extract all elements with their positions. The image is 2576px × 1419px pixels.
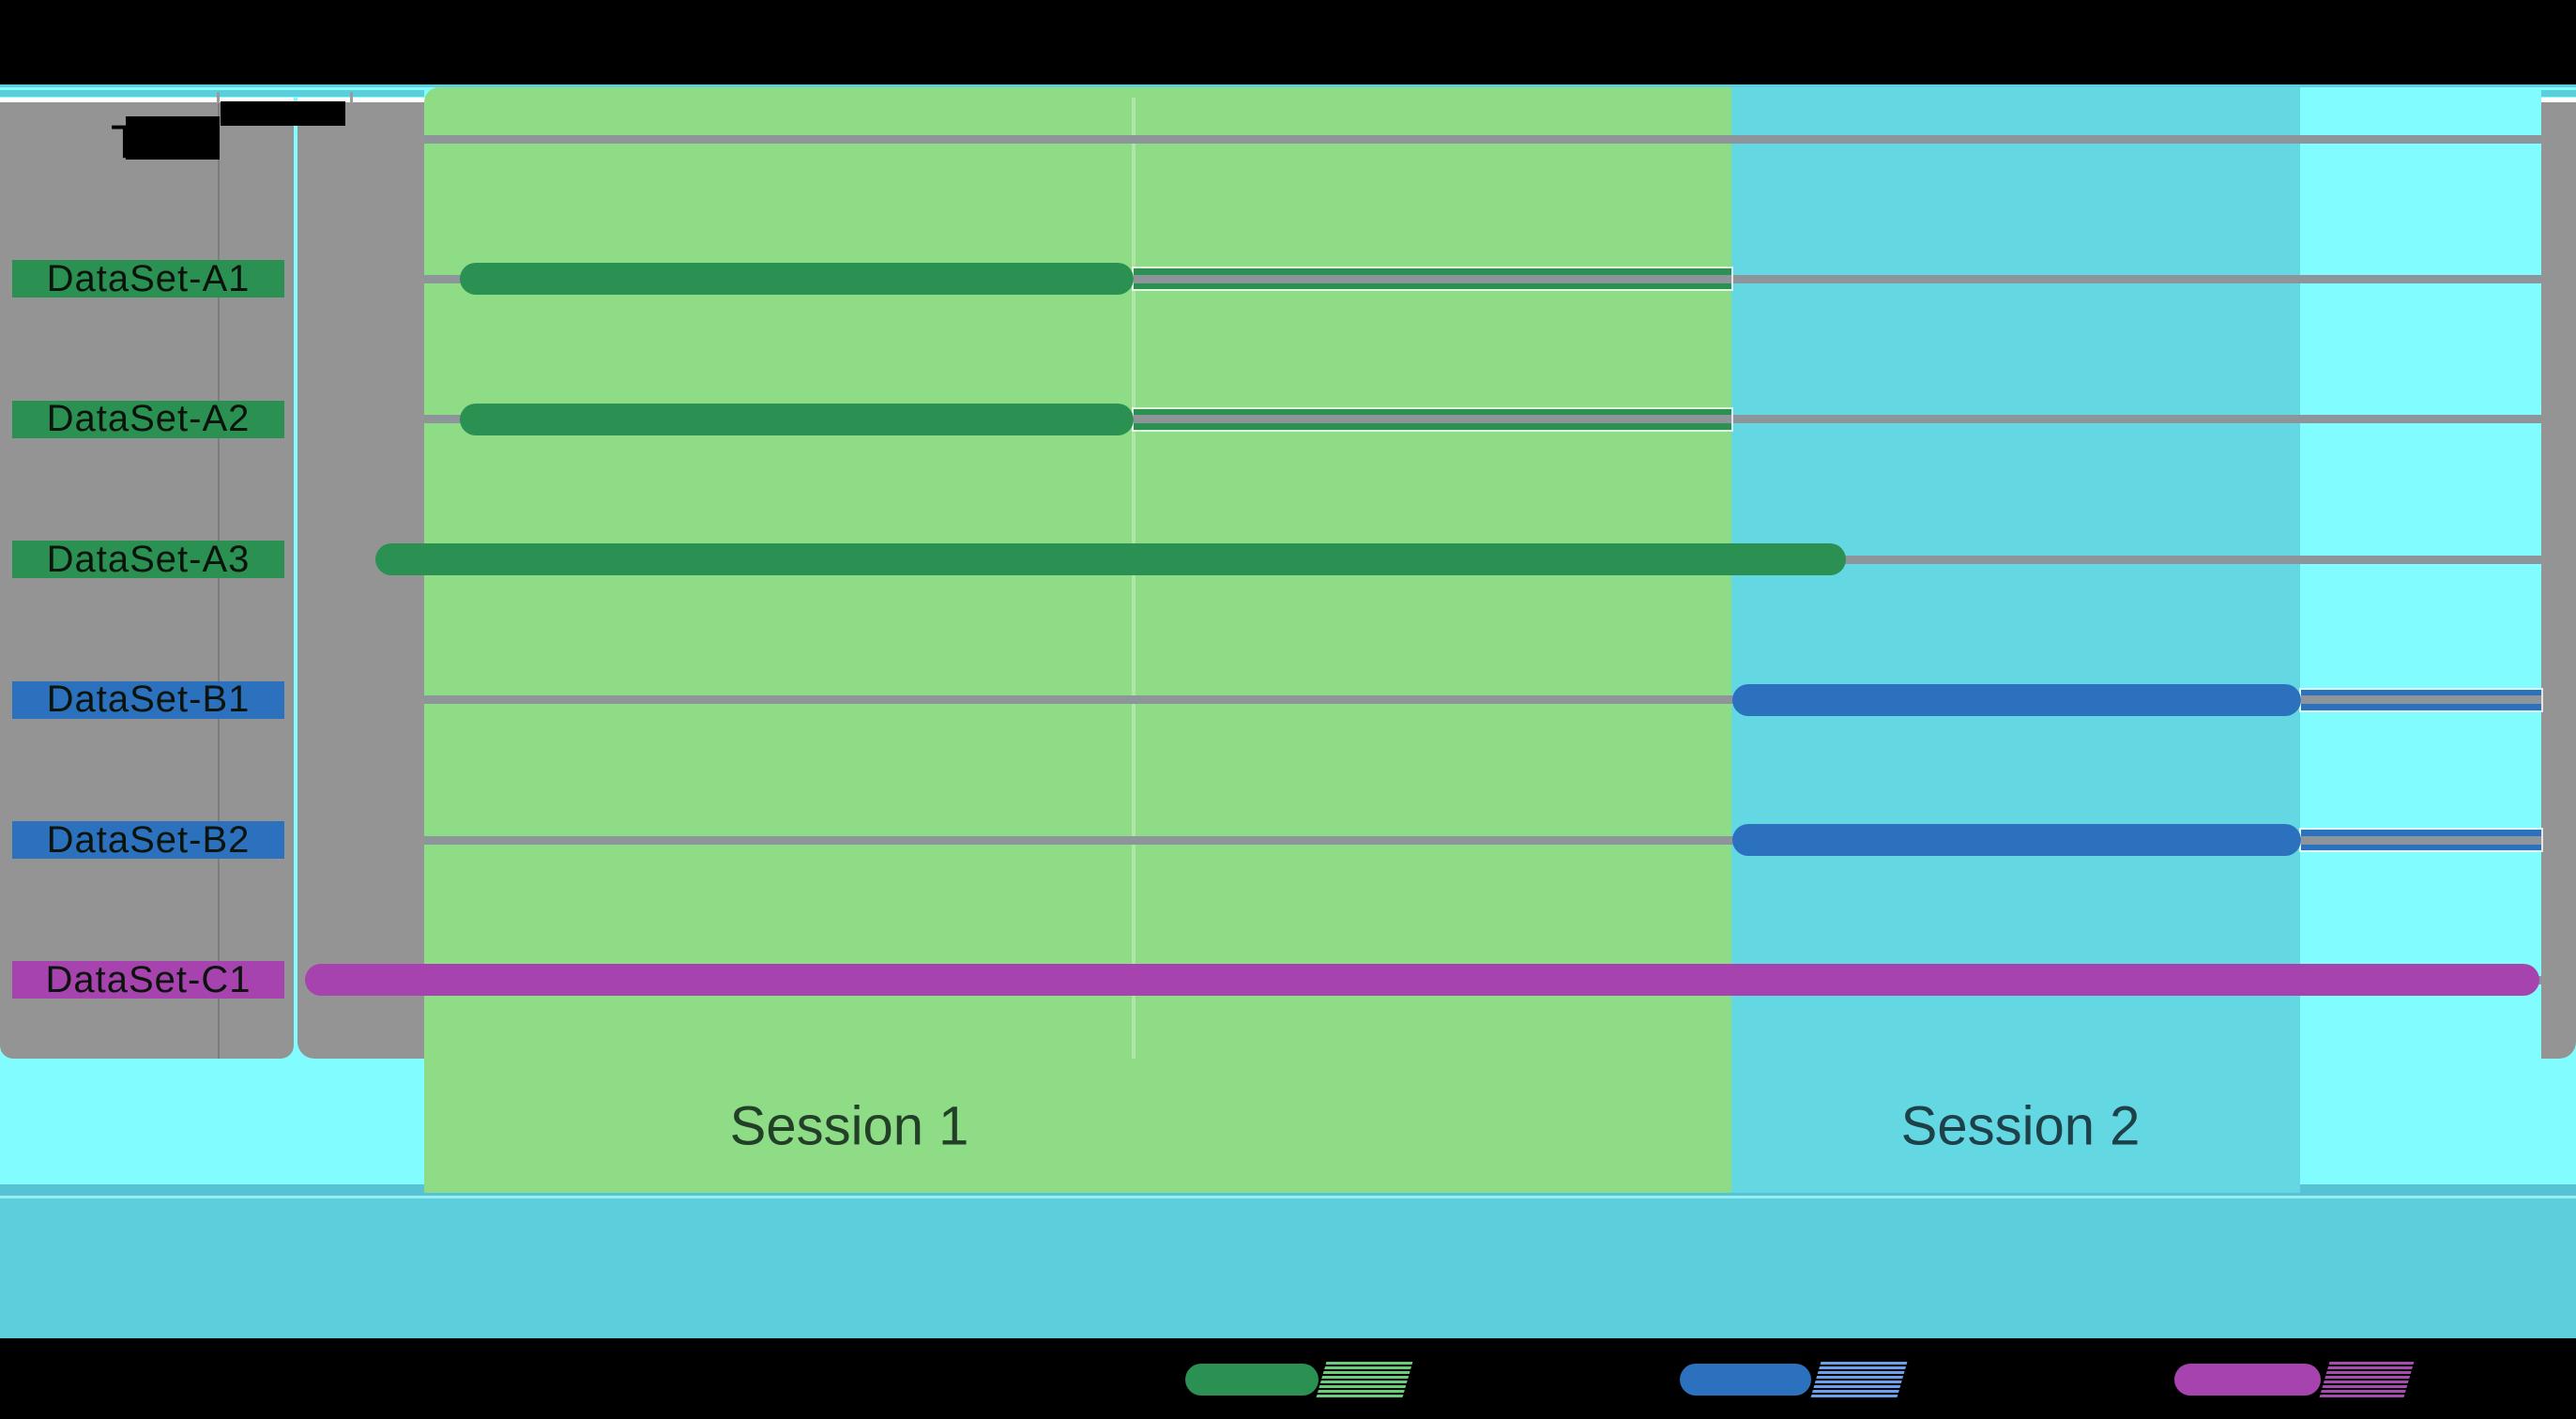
row-label-DataSet-A2: DataSet-A2: [12, 398, 284, 440]
task-bar-DataSet-B1: [1732, 683, 2301, 716]
session-band-1: [424, 87, 1731, 1193]
axis-tick-1: [350, 92, 353, 103]
task-bar-DataSet-A2: [460, 403, 1134, 435]
row-label-DataSet-A1: DataSet-A1: [12, 257, 284, 299]
legend-swatch-0: [1185, 1364, 1318, 1396]
redacted-tick-label-box: [221, 101, 345, 126]
row-label-text: DataSet-A1: [46, 257, 251, 299]
row-label-DataSet-A3: DataSet-A3: [12, 538, 284, 580]
task-bar-DataSet-B2: [1732, 824, 2301, 856]
post-session-band: [2300, 87, 2541, 1184]
ghost-core: [1134, 415, 1731, 424]
row-label-text: DataSet-B1: [46, 679, 251, 721]
task-bar-DataSet-C1: [305, 964, 2539, 997]
legend-slash-1: [1810, 1362, 1908, 1397]
bottom-transition-light: [0, 1196, 2576, 1198]
top-strip-left: [0, 90, 424, 97]
axis-tick-0: [217, 92, 220, 103]
session1-marker-line: [1132, 98, 1136, 1059]
gridline-row-0: [424, 134, 2541, 144]
task-ghost-track-DataSet-B1: [2301, 689, 2541, 710]
task-bar-DataSet-A3: [375, 543, 1846, 576]
task-ghost-track-DataSet-A2: [1134, 408, 1731, 430]
row-label-text: DataSet-B2: [46, 818, 251, 861]
ghost-core: [1134, 274, 1731, 283]
row-label-DataSet-B1: DataSet-B1: [12, 679, 284, 721]
ghost-core: [2301, 835, 2541, 845]
task-ghost-track-DataSet-A1: [1134, 268, 1731, 290]
task-ghost-track-DataSet-B2: [2301, 830, 2541, 850]
gridline-row-4: [424, 695, 2541, 705]
row-label-DataSet-B2: DataSet-B2: [12, 818, 284, 861]
legend-slash-0: [1316, 1362, 1413, 1397]
row-label-DataSet-C1: DataSet-C1: [12, 958, 284, 1000]
top-strip-right: [2541, 90, 2576, 97]
time-header-redaction-box: [126, 116, 220, 160]
gridline-row-5: [424, 835, 2541, 845]
legend-swatch-2: [2174, 1364, 2321, 1396]
ghost-core: [2301, 695, 2541, 705]
session-label-2: Session 2: [1900, 1095, 2141, 1157]
session-label-1: Session 1: [729, 1095, 969, 1157]
legend-slash-2: [2319, 1362, 2415, 1397]
row-label-text: DataSet-C1: [45, 958, 252, 1000]
legend-swatch-1: [1680, 1364, 1811, 1396]
task-bar-DataSet-A1: [460, 263, 1134, 296]
session-band-2: [1731, 87, 2300, 1193]
row-label-text: DataSet-A3: [46, 538, 251, 580]
axis-spine: [218, 101, 220, 1059]
row-label-text: DataSet-A2: [46, 398, 251, 440]
top-black-bar: [0, 0, 2576, 84]
